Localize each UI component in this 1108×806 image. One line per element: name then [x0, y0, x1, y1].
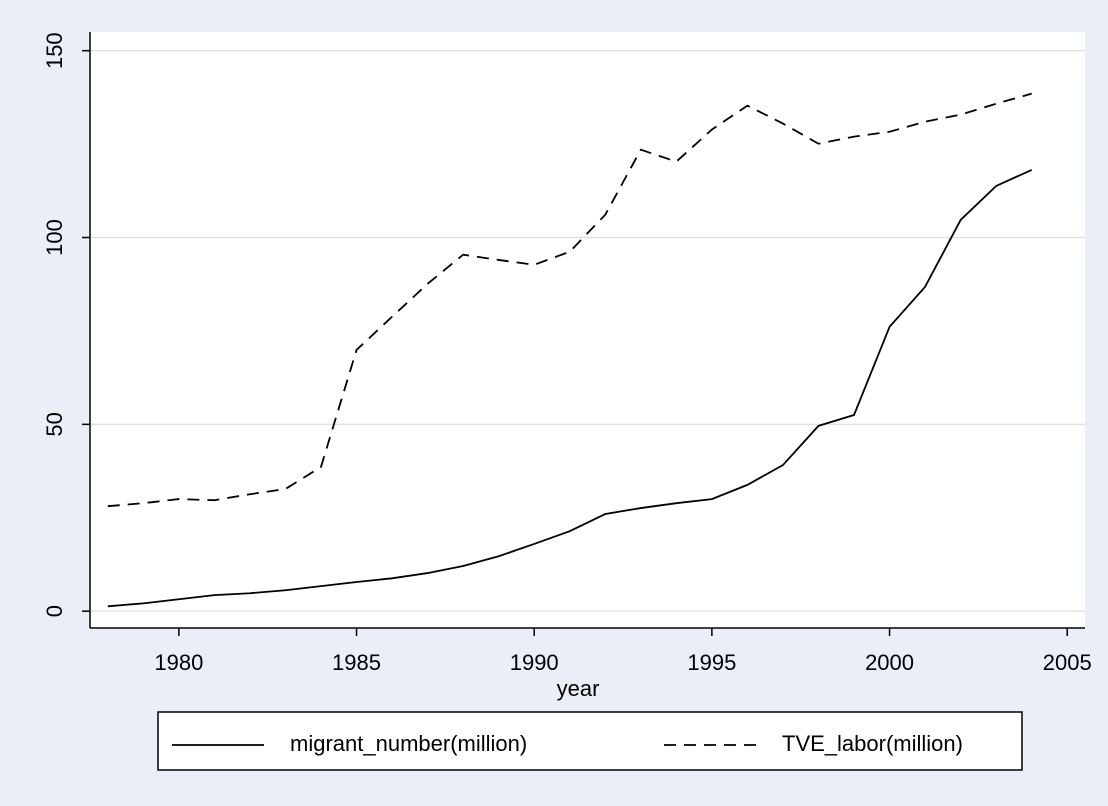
- x-tick-label: 1980: [154, 650, 203, 675]
- x-tick-label: 1990: [510, 650, 559, 675]
- legend-label: TVE_labor(million): [782, 731, 963, 756]
- x-tick-label: 2005: [1043, 650, 1092, 675]
- x-tick-label: 1985: [332, 650, 381, 675]
- y-tick-label: 100: [42, 219, 67, 256]
- legend-label: migrant_number(million): [290, 731, 527, 756]
- line-series: [107, 92, 1032, 508]
- x-axis-label: year: [557, 676, 600, 701]
- plot-area: [90, 32, 1085, 628]
- line-series: [107, 169, 1033, 608]
- y-tick-label: 0: [42, 605, 67, 617]
- x-tick-label: 2000: [865, 650, 914, 675]
- legend-box: [157, 711, 1023, 771]
- y-tick-label: 150: [42, 32, 67, 69]
- y-tick-label: 50: [42, 412, 67, 436]
- x-tick-label: 1995: [687, 650, 736, 675]
